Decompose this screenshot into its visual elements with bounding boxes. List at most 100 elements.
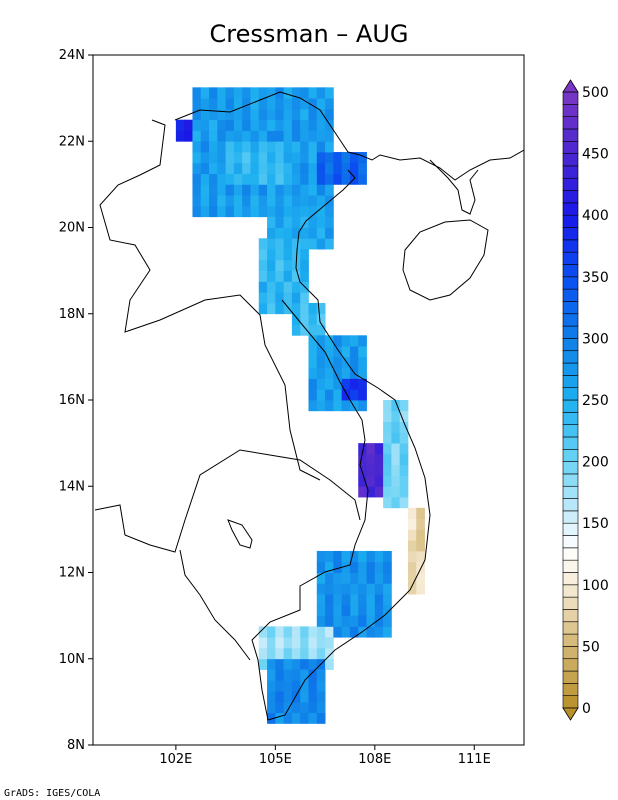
colorbar-tick-label: 0 bbox=[582, 701, 591, 717]
grid-cell bbox=[275, 647, 285, 660]
grid-cell bbox=[283, 691, 293, 703]
grid-cell bbox=[383, 475, 392, 487]
laos-border bbox=[99, 119, 321, 481]
grid-cell bbox=[258, 292, 268, 304]
grid-cell bbox=[291, 98, 301, 110]
grid-cell bbox=[308, 680, 318, 692]
colorbar-segment bbox=[562, 596, 579, 610]
grid-cell bbox=[209, 141, 218, 153]
grid-cell bbox=[325, 647, 334, 660]
grid-cell bbox=[308, 701, 318, 714]
grid-cell bbox=[358, 475, 367, 487]
grid-cell bbox=[233, 87, 243, 99]
grid-cell bbox=[366, 486, 376, 498]
grid-cell bbox=[275, 130, 285, 142]
grid-cell bbox=[275, 216, 285, 228]
lon-tick-label: 111E bbox=[458, 752, 491, 767]
grid-cell bbox=[308, 658, 318, 670]
grid-cell bbox=[242, 152, 251, 164]
grid-cell bbox=[325, 378, 334, 390]
grid-cell bbox=[399, 497, 409, 509]
grid-cell bbox=[383, 453, 392, 466]
grid-cell bbox=[391, 400, 401, 412]
grid-cell bbox=[267, 680, 276, 692]
grid-cell bbox=[283, 141, 293, 153]
grid-cell bbox=[267, 658, 276, 670]
grid-cell bbox=[358, 615, 367, 627]
grid-cell bbox=[399, 443, 409, 455]
grid-cell bbox=[250, 184, 260, 196]
grid-cell bbox=[391, 443, 401, 455]
grid-cell bbox=[209, 162, 218, 174]
grid-cell bbox=[325, 173, 334, 185]
grid-cell bbox=[275, 227, 285, 239]
colorbar-tick-label: 400 bbox=[582, 208, 609, 224]
grid-cell bbox=[283, 238, 293, 250]
grid-cell bbox=[283, 647, 293, 660]
grid-cell bbox=[316, 561, 326, 573]
grid-cell bbox=[267, 691, 276, 703]
grid-cell bbox=[374, 561, 384, 573]
grid-cell bbox=[407, 540, 417, 552]
grid-cell bbox=[233, 130, 243, 142]
grid-cell bbox=[333, 561, 343, 573]
grid-cell bbox=[217, 108, 227, 121]
grid-cell bbox=[258, 119, 268, 131]
grid-cell bbox=[283, 227, 293, 239]
grid-cell bbox=[391, 421, 401, 433]
grid-cell bbox=[358, 464, 367, 476]
grid-cell bbox=[349, 615, 359, 627]
grid-cell bbox=[217, 162, 227, 174]
grid-cell bbox=[300, 270, 309, 282]
grid-cell bbox=[291, 238, 301, 250]
colorbar-segment bbox=[562, 522, 579, 536]
grid-cell bbox=[383, 604, 392, 617]
colorbar-segment bbox=[562, 350, 579, 364]
grid-cell bbox=[316, 400, 326, 412]
grid-cell bbox=[308, 238, 318, 250]
grid-cell bbox=[225, 195, 235, 207]
colorbar-segment bbox=[562, 695, 579, 709]
grid-cell bbox=[200, 130, 210, 142]
grid-cell bbox=[283, 701, 293, 714]
grid-cell bbox=[283, 669, 293, 681]
grid-cell bbox=[291, 162, 301, 174]
grid-cell bbox=[333, 583, 343, 595]
grid-cell bbox=[291, 141, 301, 153]
grid-cell bbox=[275, 302, 285, 315]
grid-cell bbox=[275, 691, 285, 703]
grid-cell bbox=[316, 195, 326, 207]
grid-cell bbox=[358, 173, 367, 185]
grid-cell bbox=[316, 604, 326, 617]
grid-cell bbox=[383, 486, 392, 498]
grid-cell bbox=[325, 615, 334, 627]
grid-cell bbox=[341, 594, 351, 606]
colorbar-min-arrow bbox=[562, 707, 579, 721]
grid-cell bbox=[258, 281, 268, 293]
grid-cell bbox=[391, 432, 401, 444]
grid-cell bbox=[308, 389, 318, 401]
grid-cell bbox=[300, 313, 309, 325]
grid-cell bbox=[391, 453, 401, 466]
grid-cell bbox=[267, 119, 276, 131]
grid-cell bbox=[200, 205, 210, 218]
grid-cell bbox=[200, 141, 210, 153]
grid-cell bbox=[258, 195, 268, 207]
grid-cell bbox=[283, 119, 293, 131]
grid-cell bbox=[283, 195, 293, 207]
grid-cell bbox=[267, 173, 276, 185]
lat-tick-label: 12N bbox=[59, 566, 85, 581]
grid-cell bbox=[233, 184, 243, 196]
grid-cell bbox=[225, 162, 235, 174]
grid-cell bbox=[225, 108, 235, 121]
colorbar-segment bbox=[562, 424, 579, 438]
grid-cell bbox=[391, 497, 401, 509]
grid-cell bbox=[300, 162, 309, 174]
grid-cell bbox=[308, 152, 318, 164]
colorbar-segment bbox=[562, 485, 579, 499]
grid-cell bbox=[275, 658, 285, 670]
grid-cell bbox=[275, 87, 285, 99]
grid-cell bbox=[291, 216, 301, 228]
hainan-island bbox=[402, 219, 489, 301]
grid-cell bbox=[225, 205, 235, 218]
